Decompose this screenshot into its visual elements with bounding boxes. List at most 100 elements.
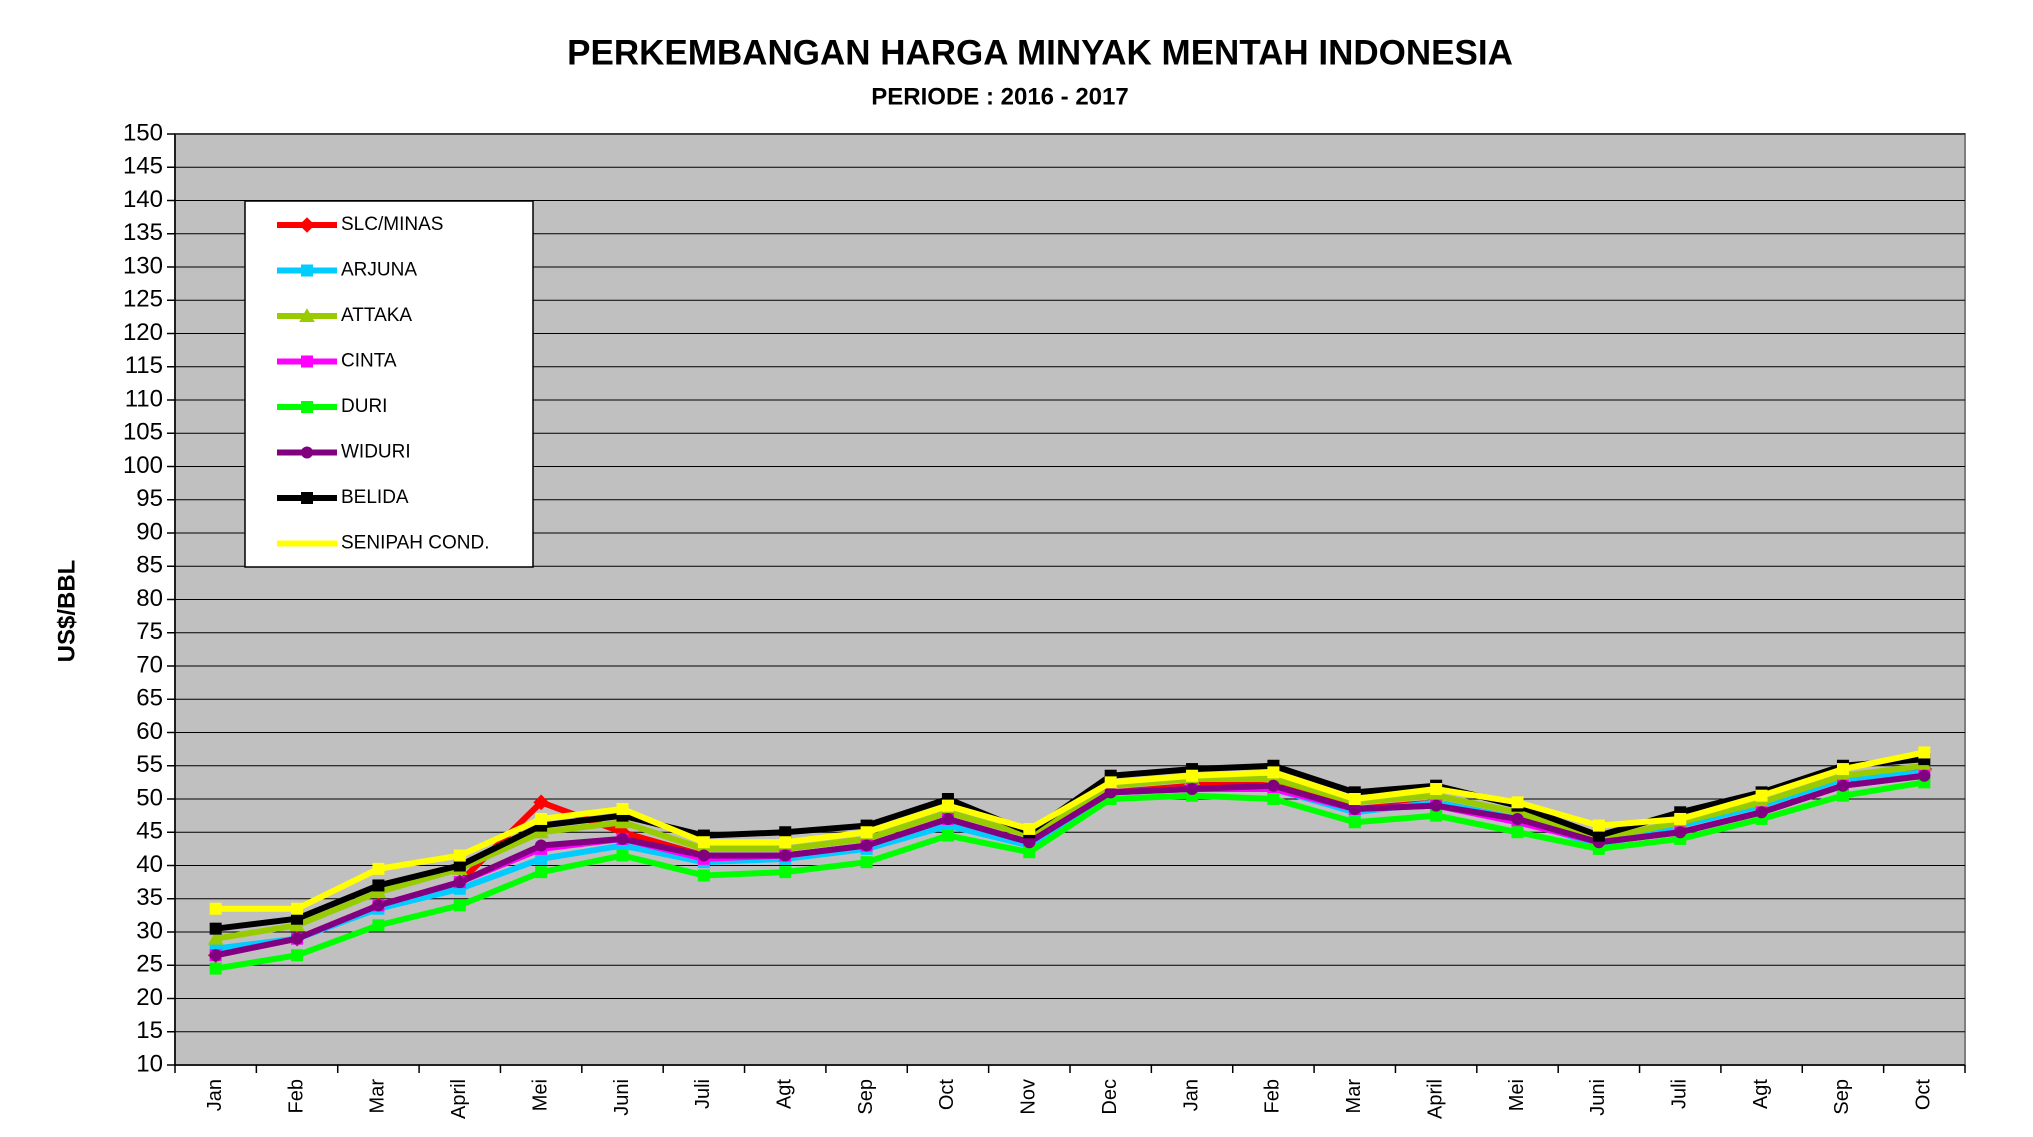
y-tick-label: 125 bbox=[123, 286, 163, 313]
data-point bbox=[779, 826, 792, 839]
data-point bbox=[372, 919, 385, 932]
data-point bbox=[1348, 816, 1361, 829]
x-tick-label: Juni bbox=[1587, 1079, 1609, 1116]
y-tick-label: 50 bbox=[136, 784, 163, 811]
y-tick-label: 55 bbox=[136, 751, 163, 778]
y-tick-label: 60 bbox=[136, 718, 163, 745]
x-tick-label: Mar bbox=[1343, 1079, 1365, 1114]
x-tick-label: Juni bbox=[611, 1079, 633, 1116]
legend-label: SENIPAH COND. bbox=[341, 533, 490, 554]
legend-marker bbox=[301, 401, 313, 413]
x-tick-label: Nov bbox=[1018, 1079, 1040, 1115]
y-tick-label: 65 bbox=[136, 685, 163, 712]
x-tick-label: Jan bbox=[1180, 1079, 1202, 1111]
chart-subtitle: PERIODE : 2016 - 2017 bbox=[871, 83, 1128, 110]
series-line bbox=[215, 779, 1925, 972]
data-point bbox=[535, 866, 548, 879]
x-tick-label: Feb bbox=[285, 1079, 307, 1113]
x-tick-label: Juli bbox=[692, 1079, 714, 1109]
data-point bbox=[1023, 846, 1036, 859]
y-tick-label: 115 bbox=[125, 352, 163, 379]
x-tick-label: Jan bbox=[204, 1079, 226, 1111]
data-point bbox=[1918, 769, 1931, 782]
y-tick-label: 35 bbox=[136, 884, 163, 911]
data-point bbox=[209, 922, 222, 935]
y-tick-label: 20 bbox=[136, 984, 163, 1011]
data-point bbox=[1836, 763, 1849, 776]
data-point bbox=[291, 932, 304, 945]
data-point bbox=[372, 862, 385, 875]
y-tick-label: 40 bbox=[136, 851, 163, 878]
x-tick-label: April bbox=[448, 1079, 470, 1119]
x-tick-label: Mar bbox=[367, 1079, 389, 1114]
y-tick-label: 120 bbox=[123, 319, 163, 346]
data-point bbox=[453, 899, 466, 912]
x-tick-label: Sep bbox=[855, 1079, 877, 1115]
data-point bbox=[453, 849, 466, 862]
legend-label: WIDURI bbox=[341, 442, 411, 463]
series-line bbox=[215, 749, 1925, 912]
legend-label: ARJUNA bbox=[341, 260, 417, 281]
data-point bbox=[941, 829, 954, 842]
data-point bbox=[453, 859, 466, 872]
data-point bbox=[1267, 779, 1280, 792]
data-point bbox=[1511, 812, 1524, 825]
data-point bbox=[1674, 812, 1687, 825]
data-point bbox=[372, 879, 385, 892]
y-tick-label: 100 bbox=[123, 452, 163, 479]
data-point bbox=[941, 799, 954, 812]
data-point bbox=[207, 930, 224, 945]
data-point bbox=[209, 902, 222, 915]
x-tick-label: Agt bbox=[774, 1079, 796, 1109]
data-point bbox=[1836, 779, 1849, 792]
data-point bbox=[1267, 766, 1280, 779]
data-point bbox=[1755, 789, 1768, 802]
y-tick-label: 105 bbox=[123, 419, 163, 446]
data-point bbox=[1430, 783, 1443, 796]
legend-label: CINTA bbox=[341, 351, 397, 372]
x-tick-label: Agt bbox=[1750, 1079, 1772, 1109]
data-point bbox=[1430, 809, 1443, 822]
data-point bbox=[453, 876, 466, 889]
legend-marker bbox=[301, 446, 313, 459]
data-point bbox=[1023, 836, 1036, 849]
data-point bbox=[697, 836, 710, 849]
legend-marker bbox=[299, 308, 315, 322]
data-point bbox=[533, 794, 549, 811]
data-point bbox=[291, 912, 304, 925]
y-tick-label: 10 bbox=[136, 1050, 163, 1077]
data-point bbox=[1186, 783, 1199, 796]
data-point bbox=[209, 949, 222, 962]
data-point bbox=[1104, 776, 1117, 789]
x-tick-label: Mei bbox=[529, 1079, 551, 1111]
legend: SLC/MINAS ARJUNA ATTAKA CINTA DURI WIDURI BELI… bbox=[244, 200, 534, 568]
y-axis-label: US$/BBL bbox=[53, 560, 80, 663]
x-tick-label: Oct bbox=[1913, 1079, 1935, 1111]
y-tick-label: 130 bbox=[123, 252, 163, 279]
y-tick-label: 30 bbox=[136, 917, 163, 944]
y-tick-label: 150 bbox=[123, 119, 163, 146]
x-tick-label: Sep bbox=[1831, 1079, 1853, 1115]
data-point bbox=[614, 824, 631, 841]
data-point bbox=[1267, 793, 1280, 805]
legend-label: DURI bbox=[341, 396, 387, 417]
data-point bbox=[1755, 806, 1768, 819]
data-point bbox=[941, 812, 954, 825]
data-point bbox=[1348, 802, 1361, 815]
data-point bbox=[209, 962, 222, 975]
data-point bbox=[779, 866, 792, 879]
data-point bbox=[1348, 793, 1361, 805]
data-point bbox=[1511, 826, 1524, 839]
legend-label: SLC/MINAS bbox=[341, 214, 443, 235]
data-point bbox=[535, 839, 548, 852]
legend-marker bbox=[301, 492, 313, 504]
series-line bbox=[215, 762, 1925, 942]
y-tick-label: 85 bbox=[136, 552, 163, 579]
legend-marker bbox=[301, 264, 313, 277]
data-point bbox=[535, 812, 548, 825]
y-tick-label: 25 bbox=[136, 951, 163, 978]
chart-title: PERKEMBANGAN HARGA MINYAK MENTAH INDONES… bbox=[567, 33, 1513, 72]
data-point bbox=[1023, 822, 1036, 835]
data-point bbox=[616, 802, 629, 815]
